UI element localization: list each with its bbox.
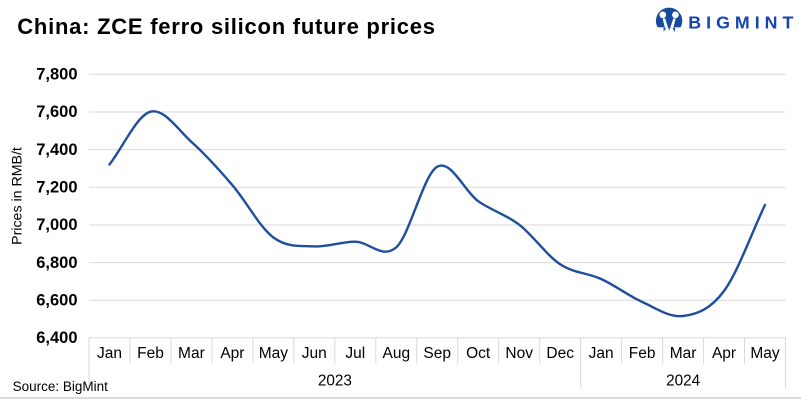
svg-text:Sep: Sep xyxy=(423,345,451,362)
svg-text:China: ZCE ferro silicon futur: China: ZCE ferro silicon future prices xyxy=(17,14,435,39)
svg-text:6,400: 6,400 xyxy=(36,329,77,347)
svg-text:7,400: 7,400 xyxy=(36,141,77,159)
svg-text:BIGMINT: BIGMINT xyxy=(688,13,798,33)
svg-text:Feb: Feb xyxy=(629,345,656,362)
svg-text:6,600: 6,600 xyxy=(36,292,77,310)
svg-text:Source: BigMint: Source: BigMint xyxy=(13,379,109,394)
svg-text:Nov: Nov xyxy=(505,345,533,362)
svg-text:Apr: Apr xyxy=(712,345,736,362)
svg-text:Oct: Oct xyxy=(466,345,491,362)
svg-text:7,800: 7,800 xyxy=(36,66,77,84)
svg-text:May: May xyxy=(750,345,780,362)
svg-text:7,200: 7,200 xyxy=(36,179,77,197)
svg-text:Jan: Jan xyxy=(97,345,122,362)
svg-text:Jun: Jun xyxy=(302,345,327,362)
svg-text:7,600: 7,600 xyxy=(36,103,77,121)
svg-text:2023: 2023 xyxy=(318,373,352,390)
svg-text:Feb: Feb xyxy=(137,345,164,362)
svg-text:Prices in RMB/t: Prices in RMB/t xyxy=(10,147,26,245)
svg-text:Mar: Mar xyxy=(178,345,205,362)
svg-text:Apr: Apr xyxy=(220,345,244,362)
svg-text:May: May xyxy=(259,345,289,362)
svg-text:6,800: 6,800 xyxy=(36,254,77,272)
svg-text:Aug: Aug xyxy=(383,345,411,362)
svg-text:7,000: 7,000 xyxy=(36,216,77,234)
svg-text:Jul: Jul xyxy=(345,345,365,362)
svg-text:Mar: Mar xyxy=(670,345,697,362)
svg-text:Dec: Dec xyxy=(546,345,574,362)
svg-text:Jan: Jan xyxy=(589,345,614,362)
svg-text:2024: 2024 xyxy=(666,373,701,390)
